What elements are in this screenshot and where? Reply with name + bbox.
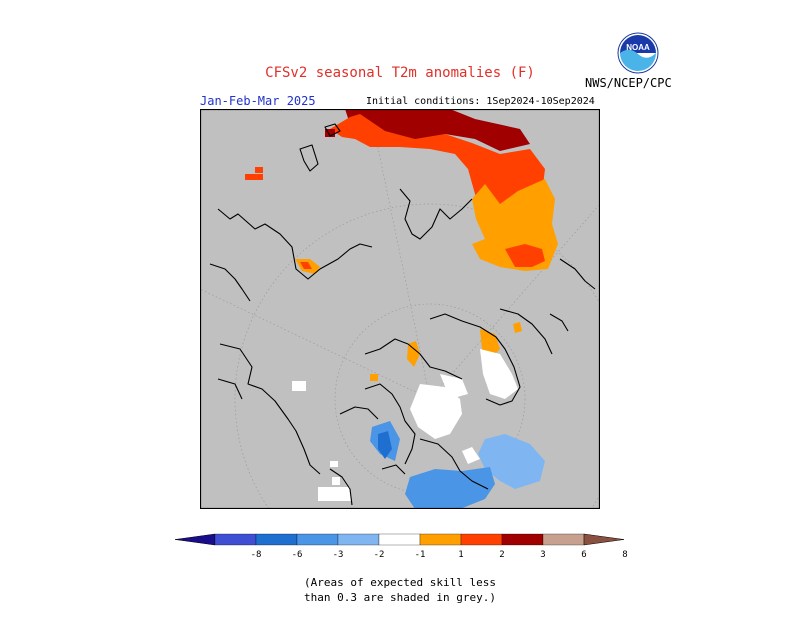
colorbar-box [419, 533, 462, 546]
colorbar-box [296, 533, 339, 546]
colorbar-tick-label: 8 [622, 550, 627, 560]
colorbar-arrow-right [583, 533, 625, 546]
colorbar-tick-label: -1 [415, 550, 426, 560]
colorbar-box [501, 533, 544, 546]
skill-footnote: (Areas of expected skill less than 0.3 a… [0, 575, 800, 605]
anomaly-6-small-1 [325, 129, 335, 137]
agency-label: NWS/NCEP/CPC [585, 76, 672, 90]
chart-title: CFSv2 seasonal T2m anomalies (F) [265, 65, 535, 81]
coastlines [209, 123, 596, 506]
warm-anomaly-areas [245, 109, 558, 274]
footnote-line-2: than 0.3 are shaded in grey.) [303, 591, 497, 604]
colorbar-tick-label: 6 [581, 550, 586, 560]
colorbar-tick-label: 2 [499, 550, 504, 560]
anomaly-minus1-area [478, 434, 545, 489]
colorbar-tick-label: -3 [333, 550, 344, 560]
colorbar-tick-label: 3 [540, 550, 545, 560]
colorbar-arrow-left [174, 533, 216, 546]
colorbar-box [214, 533, 257, 546]
colorbar-tick-label: -6 [292, 550, 303, 560]
colorbar-tick-label: 1 [458, 550, 463, 560]
colorbar-box [255, 533, 298, 546]
initial-conditions-label: Initial conditions: 1Sep2024-10Sep2024 [366, 96, 595, 107]
anomaly-3-area-east [505, 244, 545, 267]
colorbar-box [542, 533, 585, 546]
color-legend: -8 -6 -3 -2 -1 1 2 3 6 8 [174, 533, 628, 560]
anomaly-minus3-area [378, 431, 392, 459]
footnote-line-1: (Areas of expected skill less [303, 576, 497, 589]
anomaly-3-small-2 [245, 174, 263, 180]
cool-anomaly-areas [370, 421, 545, 509]
colorbar-box [337, 533, 380, 546]
anomaly-3-small-3 [255, 167, 263, 173]
svg-text:NOAA: NOAA [626, 43, 650, 52]
anomaly-map [200, 109, 600, 509]
colorbar-box [460, 533, 503, 546]
colorbar-tick-label: -2 [374, 550, 385, 560]
neutral-areas [292, 349, 518, 501]
season-label: Jan-Feb-Mar 2025 [200, 94, 316, 108]
colorbar-box [378, 533, 421, 546]
anomaly-6-area [345, 109, 530, 151]
colorbar-tick-label: -8 [251, 550, 262, 560]
anomaly-minus2-south [405, 467, 495, 509]
anomaly-3-small-1 [300, 262, 312, 269]
noaa-logo: NOAA [617, 32, 659, 74]
